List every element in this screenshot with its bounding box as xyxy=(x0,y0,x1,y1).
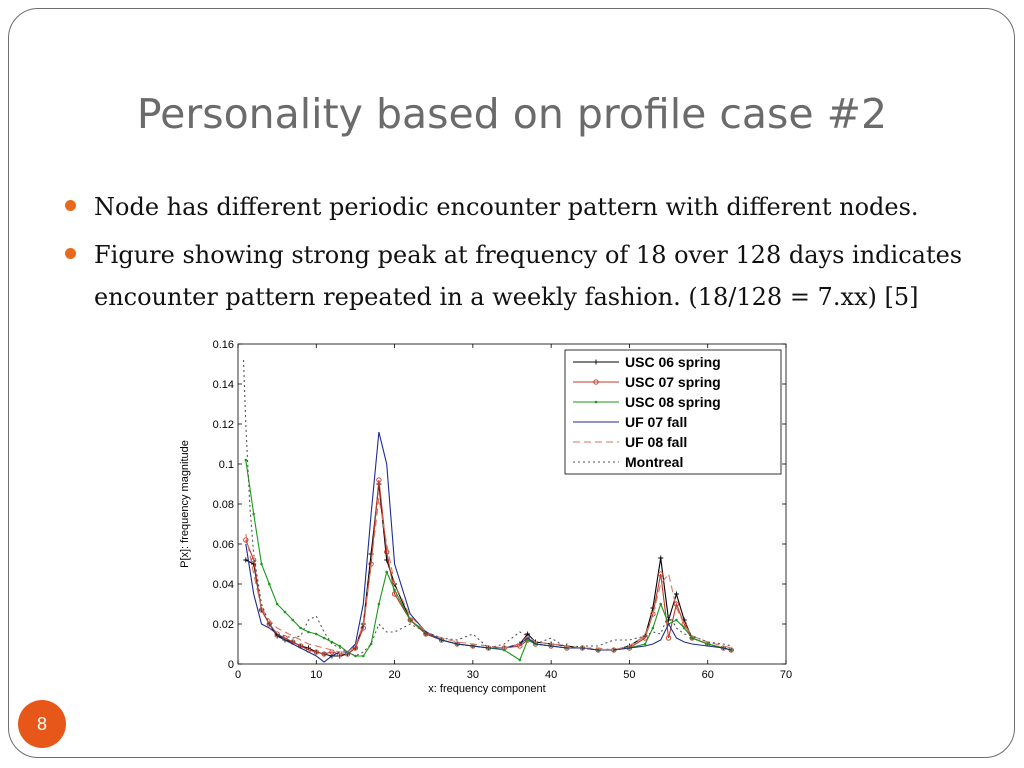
data-point xyxy=(682,626,686,630)
x-tick-label: 70 xyxy=(780,669,792,681)
data-point xyxy=(408,618,412,622)
series-line xyxy=(242,359,732,657)
y-tick-label: 0.04 xyxy=(213,579,234,591)
data-point xyxy=(243,537,249,543)
data-point xyxy=(268,582,271,586)
bullet-dot-icon xyxy=(65,200,76,211)
data-point xyxy=(673,591,679,597)
legend-box xyxy=(564,349,782,475)
data-point xyxy=(502,648,506,652)
legend-label: USC 08 spring xyxy=(625,394,721,410)
y-tick-label: 0.1 xyxy=(219,459,234,471)
legend-label: Montreal xyxy=(625,454,683,470)
y-tick-label: 0 xyxy=(228,659,234,671)
data-point xyxy=(673,601,680,607)
data-point xyxy=(526,638,529,642)
data-point xyxy=(338,644,342,648)
data-point xyxy=(360,625,366,631)
legend-label: UF 07 fall xyxy=(625,414,687,430)
chart-svg: 0 10 20 30 40 50 60 70 0 0.02 0.04 0.06 0.08 0.1 0.12 0… xyxy=(168,334,800,700)
legend-marker xyxy=(594,400,598,404)
y-tick-label: 0.02 xyxy=(213,619,234,631)
y-tick-label: 0.06 xyxy=(213,539,234,551)
data-point xyxy=(665,635,672,641)
y-axis-label: P[x]: frequency magnitude xyxy=(179,440,191,568)
data-point xyxy=(266,621,272,627)
bullet-item: Node has different periodic encounter pa… xyxy=(62,186,992,228)
data-point xyxy=(376,477,382,483)
chart-series-group xyxy=(242,359,734,663)
x-tick-label: 10 xyxy=(310,669,322,681)
data-point xyxy=(260,562,263,566)
y-tick-label: 0.12 xyxy=(213,419,234,431)
data-point xyxy=(675,618,678,622)
x-tick-label: 20 xyxy=(388,669,400,681)
data-point xyxy=(369,642,373,646)
data-point xyxy=(275,602,279,606)
y-tick-label: 0.08 xyxy=(213,499,234,511)
bullet-text: Node has different periodic encounter pa… xyxy=(94,193,919,221)
data-point xyxy=(658,571,664,577)
x-tick-label: 0 xyxy=(235,669,241,681)
y-tick-label: 0.16 xyxy=(213,339,234,351)
data-point xyxy=(706,642,710,646)
data-point xyxy=(244,458,248,462)
y-tick-label: 0.14 xyxy=(213,379,234,391)
data-point xyxy=(384,549,390,555)
data-point xyxy=(313,649,319,655)
data-point xyxy=(274,631,280,637)
x-tick-label: 60 xyxy=(702,669,714,681)
data-point xyxy=(393,588,396,592)
legend-marker xyxy=(593,379,599,385)
data-point xyxy=(659,602,663,606)
data-point xyxy=(291,618,295,622)
legend-marker xyxy=(593,359,599,365)
slide-title: Personality based on profile case #2 xyxy=(136,90,888,138)
data-point xyxy=(321,651,327,657)
x-axis-label: x: frequency component xyxy=(428,683,545,695)
data-point xyxy=(518,658,522,662)
data-point xyxy=(643,642,647,646)
data-point xyxy=(322,636,326,640)
data-point xyxy=(658,555,664,561)
data-point xyxy=(243,557,249,563)
data-point xyxy=(385,570,389,574)
slide-frame xyxy=(8,8,1015,758)
series-line xyxy=(245,431,732,663)
data-point xyxy=(681,621,687,627)
frequency-chart: 0 10 20 30 40 50 60 70 0 0.02 0.04 0.06 0.08 0.1 0.12 0… xyxy=(168,334,800,700)
bullet-text: Figure showing strong peak at frequency … xyxy=(94,241,963,311)
data-point xyxy=(352,645,359,651)
data-point xyxy=(377,602,381,606)
legend-label: USC 06 spring xyxy=(625,354,721,370)
data-point xyxy=(252,512,255,516)
chart-axes: 0 10 20 30 40 50 60 70 0 0.02 0.04 0.06 0.08 0.1 0.12 0… xyxy=(179,339,792,695)
data-point xyxy=(407,617,413,623)
data-point xyxy=(354,654,357,658)
bullet-list: Node has different periodic encounter pa… xyxy=(62,186,992,324)
data-point xyxy=(651,626,655,630)
legend-label: USC 07 spring xyxy=(625,374,721,390)
data-point xyxy=(299,626,302,630)
data-point xyxy=(314,632,318,636)
bullet-dot-icon xyxy=(65,248,76,259)
data-point xyxy=(283,610,287,614)
x-tick-label: 40 xyxy=(545,669,557,681)
legend-label: UF 08 fall xyxy=(625,434,687,450)
x-tick-label: 30 xyxy=(467,669,479,681)
chart-legend: USC 06 spring USC 07 spring USC 08 spring U… xyxy=(564,349,782,475)
data-point xyxy=(361,654,365,658)
page-number-badge: 8 xyxy=(18,700,66,748)
series-line xyxy=(245,497,732,653)
x-tick-label: 50 xyxy=(623,669,635,681)
bullet-item: Figure showing strong peak at frequency … xyxy=(62,234,992,318)
data-point xyxy=(307,630,310,634)
data-point xyxy=(690,636,694,640)
